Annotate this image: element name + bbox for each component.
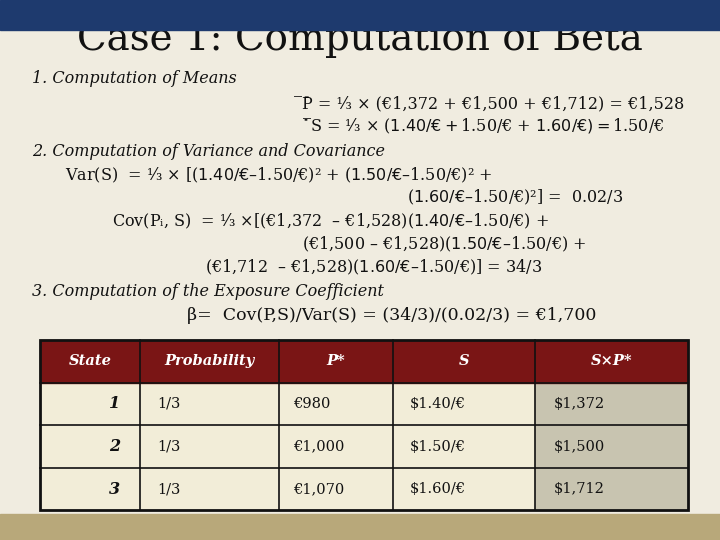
Text: $1.50/€: $1.50/€ — [410, 440, 466, 454]
Bar — [279, 383, 392, 426]
Bar — [535, 468, 688, 510]
Bar — [140, 426, 279, 468]
Text: ̅P = ¹⁄₃ × (€1,372 + €1,500 + €1,712) = €1,528: ̅P = ¹⁄₃ × (€1,372 + €1,500 + €1,712) = … — [302, 95, 685, 112]
Bar — [279, 468, 392, 510]
Bar — [535, 426, 688, 468]
Text: 1. Computation of Means: 1. Computation of Means — [32, 70, 237, 87]
Text: 9-28: 9-28 — [670, 522, 697, 535]
Bar — [392, 468, 535, 510]
Text: Cov(Pᵢ, S)  = ¹⁄₃ ×[(€1,372  – €1,528)($1.40/€ – $1.50/€) +: Cov(Pᵢ, S) = ¹⁄₃ ×[(€1,372 – €1,528)($1.… — [112, 212, 549, 231]
Text: 2: 2 — [109, 438, 120, 455]
Text: €1,070: €1,070 — [293, 482, 344, 496]
Bar — [40, 340, 688, 383]
Bar — [535, 383, 688, 426]
Text: 1/3: 1/3 — [157, 397, 180, 411]
Text: 1/3: 1/3 — [157, 482, 180, 496]
Bar — [0, 0, 720, 30]
Text: Var(S)  = ¹⁄₃ × [($1.40/€ – $1.50/€)² + ($1.50/€ – $1.50/€)² +: Var(S) = ¹⁄₃ × [($1.40/€ – $1.50/€)² + (… — [65, 165, 492, 185]
Bar — [40, 383, 140, 426]
Bar — [140, 383, 279, 426]
Text: 3. Computation of the Exposure Coefficient: 3. Computation of the Exposure Coefficie… — [32, 283, 384, 300]
Text: €1,000: €1,000 — [293, 440, 344, 454]
Bar — [40, 340, 688, 510]
Text: State: State — [68, 354, 112, 368]
Text: ($1.60/€ – $1.50/€)²] =  0.02/3: ($1.60/€ – $1.50/€)²] = 0.02/3 — [407, 188, 623, 207]
Text: Case 1: Computation of Beta: Case 1: Computation of Beta — [77, 20, 643, 58]
Text: €980: €980 — [293, 397, 330, 411]
Bar — [279, 426, 392, 468]
Text: β=  Cov(P,S)/Var(S) = (34/3)/(0.02/3) = €1,700: β= Cov(P,S)/Var(S) = (34/3)/(0.02/3) = €… — [187, 307, 597, 325]
Bar — [392, 383, 535, 426]
Bar — [0, 514, 720, 540]
Text: P*: P* — [327, 354, 346, 368]
Text: S: S — [459, 354, 469, 368]
Bar — [140, 468, 279, 510]
Bar — [40, 468, 140, 510]
Text: (€1,500 – €1,528)($1.50/€ – $1.50/€) +: (€1,500 – €1,528)($1.50/€ – $1.50/€) + — [302, 234, 587, 254]
Bar — [40, 426, 140, 468]
Text: $1,372: $1,372 — [554, 397, 605, 411]
Text: 1: 1 — [109, 395, 120, 413]
Text: $1,712: $1,712 — [554, 482, 605, 496]
Text: 2. Computation of Variance and Covariance: 2. Computation of Variance and Covarianc… — [32, 143, 385, 160]
Text: (€1,712  – €1,528)($1.60/€ – $1.50/€)] = 34/3: (€1,712 – €1,528)($1.60/€ – $1.50/€)] = … — [205, 258, 542, 277]
Text: $1,500: $1,500 — [554, 440, 605, 454]
Text: ̅S = ¹⁄₃ × ($1.40/€ + $1.50/€ + $1.60/€) = $1.50/€: ̅S = ¹⁄₃ × ($1.40/€ + $1.50/€ + $1.60/€)… — [302, 117, 665, 136]
Text: 1/3: 1/3 — [157, 440, 180, 454]
Text: $1.40/€: $1.40/€ — [410, 397, 466, 411]
Text: S×P*: S×P* — [590, 354, 632, 368]
Text: $1.60/€: $1.60/€ — [410, 482, 466, 496]
Bar — [392, 426, 535, 468]
Text: Probability: Probability — [165, 354, 255, 368]
Text: 3: 3 — [109, 481, 120, 497]
